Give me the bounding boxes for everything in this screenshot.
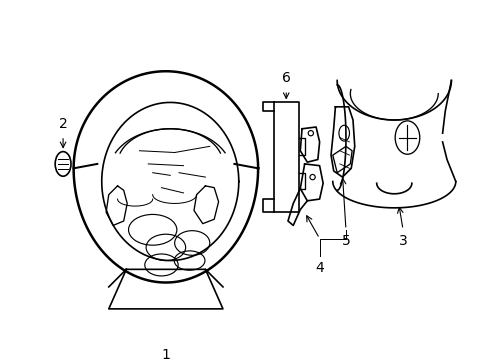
Text: 4: 4 [315,261,324,275]
Text: 2: 2 [59,117,67,131]
Text: 5: 5 [341,234,349,248]
Text: 3: 3 [398,234,407,248]
Text: 1: 1 [161,348,170,360]
Text: 6: 6 [281,71,290,85]
